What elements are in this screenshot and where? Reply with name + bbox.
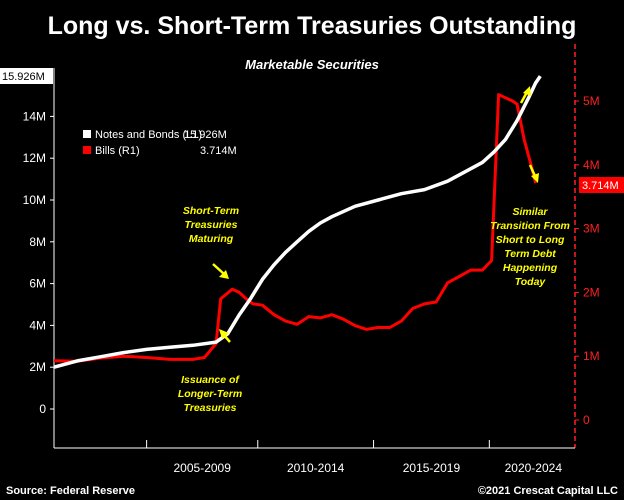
right-axis-ticks: 0 1M 2M 3M 4M 5M — [575, 94, 600, 427]
arrow-down-bills-icon — [528, 164, 537, 177]
right-tick-label: 1M — [583, 349, 600, 363]
right-tick-label: 5M — [583, 94, 600, 108]
right-tick-label: 2M — [583, 285, 600, 299]
footer-source: Source: Federal Reserve — [6, 485, 135, 497]
legend-value-notes: 15.926M — [184, 129, 227, 141]
right-tick-label: 0 — [583, 413, 590, 427]
annotation-similar-line1: Similar — [512, 206, 548, 218]
left-tick-label: 2M — [29, 360, 46, 374]
bills-last-value-badge — [579, 177, 624, 193]
arrow-issuance-head-icon — [219, 329, 229, 339]
series-line-notes-and-bonds — [53, 75, 542, 369]
bills-last-value-label: 3.714M — [582, 180, 619, 192]
x-period-label: 2005-2009 — [174, 461, 232, 475]
arrow-short-term-icon — [212, 263, 225, 275]
annotation-issuance-line3: Treasuries — [184, 402, 237, 414]
chart-title: Long vs. Short-Term Treasuries Outstandi… — [48, 12, 577, 40]
left-tick-label: 8M — [29, 235, 46, 249]
annotation-similar-line2: Transition From — [490, 220, 570, 232]
arrow-up-notes-head-icon — [523, 86, 531, 96]
left-tick-label: 6M — [29, 277, 46, 291]
right-tick-label: 4M — [583, 158, 600, 172]
legend-swatch-notes — [83, 130, 91, 138]
annotation-short-term-line3: Maturing — [189, 233, 234, 245]
legend-value-bills: 3.714M — [200, 145, 237, 157]
left-tick-label: 10M — [23, 193, 46, 207]
annotation-short-term-line2: Treasuries — [185, 219, 238, 231]
legend-swatch-bills — [83, 146, 91, 154]
annotation-similar-line6: Today — [515, 276, 547, 288]
annotation-similar-line3: Short to Long — [496, 234, 565, 246]
legend-label-bills: Bills (R1) — [95, 145, 140, 157]
legend-label-notes: Notes and Bonds (L1) — [95, 129, 202, 141]
x-period-label: 2010-2014 — [287, 461, 345, 475]
left-tick-label: 4M — [29, 318, 46, 332]
arrow-down-bills-head-icon — [531, 173, 539, 183]
right-tick-label: 3M — [583, 222, 600, 236]
series-line-bills — [53, 93, 538, 363]
annotation-similar-line4: Term Debt — [504, 248, 556, 260]
x-axis-period-labels: 2005-2009 2010-2014 2015-2019 2020-2024 — [146, 440, 563, 475]
left-tick-label: 0 — [39, 402, 46, 416]
footer-copyright: ©2021 Crescat Capital LLC — [478, 485, 618, 497]
annotation-similar-line5: Happening — [503, 262, 558, 274]
arrow-short-term-head-icon — [219, 270, 229, 279]
annotation-arrows — [212, 86, 539, 343]
annotation-short-term: Short-Term Treasuries Maturing — [183, 205, 239, 245]
notes-last-value-badge — [0, 68, 53, 84]
annotation-issuance: Issuance of Longer-Term Treasuries — [178, 374, 242, 414]
chart-subtitle: Marketable Securities — [245, 57, 379, 72]
annotation-short-term-line1: Short-Term — [183, 205, 239, 217]
annotation-issuance-line1: Issuance of — [181, 374, 240, 386]
x-period-label: 2020-2024 — [505, 461, 563, 475]
notes-last-value-label: 15.926M — [2, 71, 45, 83]
left-tick-label: 14M — [23, 109, 46, 123]
annotation-issuance-line2: Longer-Term — [178, 388, 242, 400]
left-axis-ticks: 0 2M 4M 6M 8M 10M 12M 14M — [23, 109, 54, 416]
legend: Notes and Bonds (L1) 15.926M Bills (R1) … — [83, 129, 237, 157]
annotation-similar: Similar Transition From Short to Long Te… — [490, 206, 570, 288]
left-tick-label: 12M — [23, 151, 46, 165]
x-period-label: 2015-2019 — [403, 461, 461, 475]
